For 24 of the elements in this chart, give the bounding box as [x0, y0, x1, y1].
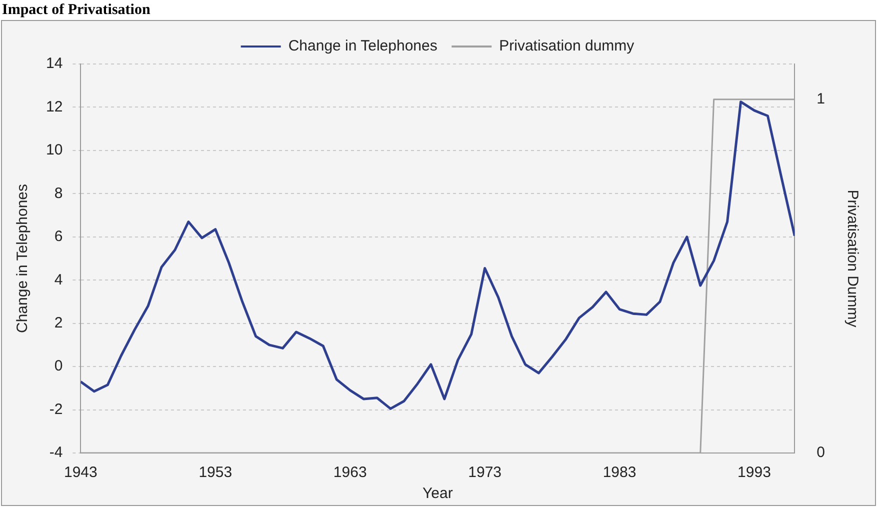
y2-axis-title: Privatisation Dummy — [844, 190, 861, 328]
y-tick-label: 2 — [54, 314, 63, 332]
x-tick-label: 1993 — [738, 464, 771, 482]
legend-label: Change in Telephones — [288, 38, 438, 55]
y2-tick-label: 0 — [816, 444, 825, 462]
y-tick-label: -4 — [49, 444, 63, 462]
y-tick-label: 8 — [54, 184, 63, 202]
x-tick-label: 1943 — [64, 464, 98, 482]
y-tick-label: -2 — [49, 400, 63, 418]
y2-tick-label: 1 — [816, 90, 825, 108]
x-tick-label: 1953 — [198, 464, 232, 482]
x-tick-label: 1973 — [468, 464, 502, 482]
x-axis-title: Year — [422, 485, 453, 502]
y-tick-label: 12 — [46, 98, 63, 116]
y-tick-label: 10 — [46, 142, 63, 159]
y-tick-label: 14 — [46, 55, 63, 72]
x-tick-label: 1963 — [333, 464, 367, 482]
legend-label: Privatisation dummy — [499, 38, 635, 55]
chart-title: Impact of Privatisation — [1, 1, 152, 20]
y-tick-label: 0 — [54, 358, 63, 375]
y-tick-label: 6 — [54, 228, 63, 246]
y-axis-title: Change in Telephones — [14, 184, 32, 334]
y-tick-label: 4 — [54, 271, 63, 288]
x-tick-label: 1983 — [602, 464, 636, 482]
